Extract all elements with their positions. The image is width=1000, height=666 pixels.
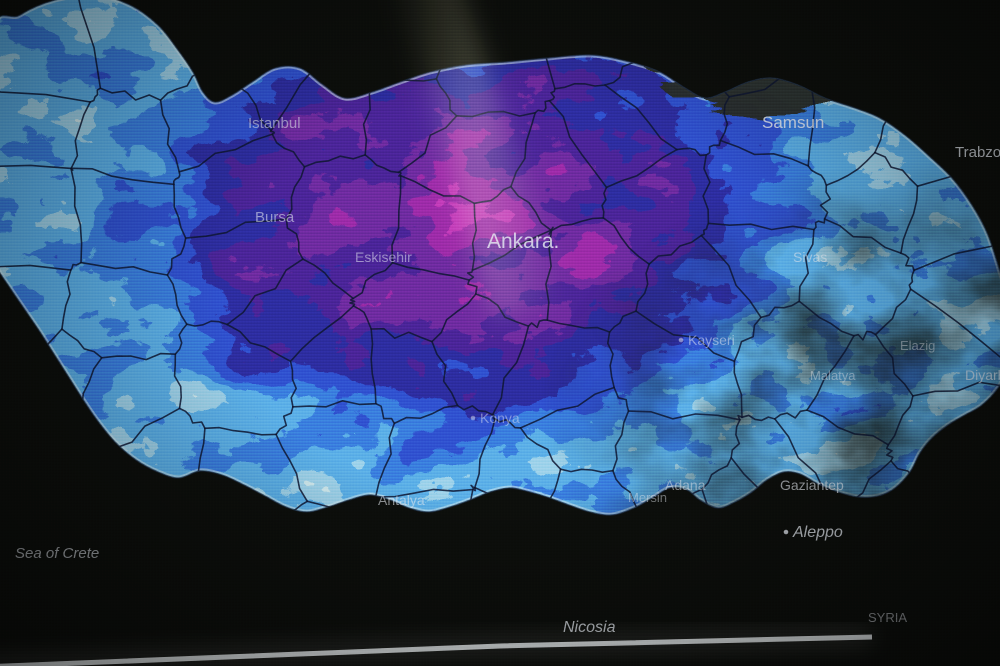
svg-text:Aleppo: Aleppo [792,524,843,541]
svg-text:Konya: Konya [480,410,520,426]
svg-text:Malatya: Malatya [810,368,856,383]
svg-text:Mersin: Mersin [628,490,667,505]
svg-text:Gaziantep: Gaziantep [780,477,844,493]
svg-text:Eskisehir: Eskisehir [355,249,412,265]
svg-text:SYRIA: SYRIA [868,610,907,625]
svg-text:Adana: Adana [665,477,706,493]
svg-text:Sea of Crete: Sea of Crete [15,545,99,562]
svg-text:Antalya: Antalya [378,492,425,508]
svg-text:Istanbul: Istanbul [248,115,301,132]
svg-text:Nicosia: Nicosia [563,619,616,636]
svg-text:Kayseri: Kayseri [688,332,735,348]
svg-text:Diyarbakir: Diyarbakir [965,367,1000,383]
svg-text:Elazig: Elazig [900,338,935,353]
svg-text:Sivas: Sivas [793,249,827,265]
svg-text:Bursa: Bursa [255,209,295,226]
svg-text:Samsun: Samsun [762,113,824,132]
svg-text:Ankara.: Ankara. [487,230,559,253]
svg-text:Trabzon: Trabzon [955,144,1000,161]
